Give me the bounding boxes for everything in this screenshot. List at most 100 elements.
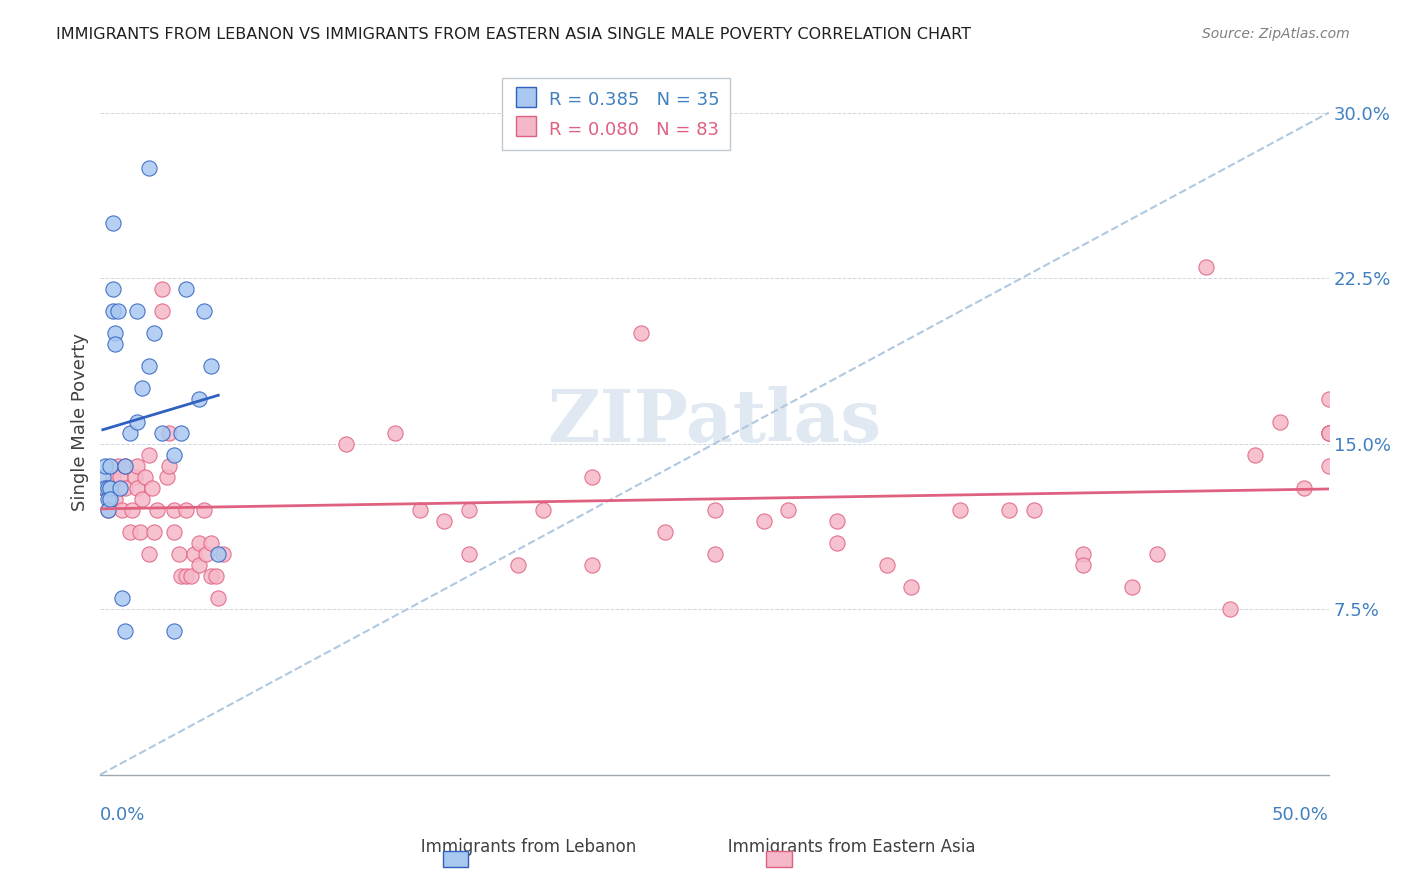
Point [187,536,209,550]
Point [1195,260,1218,274]
Point [1121,580,1143,594]
Point [433,514,456,528]
Point [827,514,849,528]
Point [97,481,120,495]
Point [581,469,603,483]
Point [138,359,160,374]
Point [1317,425,1340,440]
Point [170,569,193,583]
Point [205,569,228,583]
Point [200,536,222,550]
Point [127,304,149,318]
Point [1071,558,1094,572]
Point [876,558,898,572]
Point [101,304,124,318]
Text: ZIPatlas: ZIPatlas [547,386,882,457]
Point [118,425,141,440]
Point [101,216,124,230]
Point [1317,392,1340,407]
Point [654,524,676,539]
Text: 0.0%: 0.0% [100,806,146,824]
Point [98,458,121,473]
Point [114,481,136,495]
Point [114,458,136,473]
Point [131,381,153,395]
Point [143,326,166,341]
Point [128,524,150,539]
Point [108,481,131,495]
Point [111,591,134,605]
Point [703,547,725,561]
Point [207,547,229,561]
Point [118,524,141,539]
Point [94,481,117,495]
Point [97,503,120,517]
Point [124,469,146,483]
Point [127,481,149,495]
Point [531,503,554,517]
Point [167,547,190,561]
Point [195,547,218,561]
Point [193,503,215,517]
Point [134,469,156,483]
Point [101,469,124,483]
Point [121,503,143,517]
Point [138,547,160,561]
Point [98,491,121,506]
Point [114,624,136,639]
Point [1294,481,1316,495]
Point [457,547,479,561]
Point [104,337,127,351]
Point [176,569,198,583]
Point [114,458,136,473]
Y-axis label: Single Male Poverty: Single Male Poverty [72,333,89,510]
Point [207,591,229,605]
Point [127,458,149,473]
Point [1317,425,1340,440]
Point [163,624,186,639]
Text: IMMIGRANTS FROM LEBANON VS IMMIGRANTS FROM EASTERN ASIA SINGLE MALE POVERTY CORR: IMMIGRANTS FROM LEBANON VS IMMIGRANTS FR… [56,27,972,42]
Point [193,304,215,318]
Point [384,425,406,440]
Point [163,503,186,517]
Point [180,569,202,583]
Point [163,448,186,462]
Point [176,282,198,296]
Point [1244,448,1267,462]
Point [1219,602,1241,616]
Point [91,469,114,483]
Point [91,481,114,495]
Point [163,524,186,539]
Point [183,547,205,561]
Point [1268,415,1291,429]
Point [107,458,129,473]
Point [212,547,235,561]
Point [1317,425,1340,440]
Point [409,503,432,517]
Point [176,503,198,517]
Point [1317,458,1340,473]
Point [949,503,972,517]
Point [150,282,173,296]
Point [506,558,529,572]
Point [104,326,127,341]
Point [143,524,166,539]
Point [94,458,117,473]
Point [900,580,922,594]
Point [200,569,222,583]
Text: 50.0%: 50.0% [1272,806,1329,824]
Point [97,491,120,506]
Point [581,558,603,572]
Text: Immigrants from Lebanon: Immigrants from Lebanon [405,838,636,856]
Point [457,503,479,517]
Point [998,503,1021,517]
Point [150,425,173,440]
Point [97,503,120,517]
Point [200,359,222,374]
Point [131,491,153,506]
Point [630,326,652,341]
Point [141,481,163,495]
Text: Immigrants from Eastern Asia: Immigrants from Eastern Asia [711,838,976,856]
Point [1146,547,1168,561]
Point [187,558,209,572]
